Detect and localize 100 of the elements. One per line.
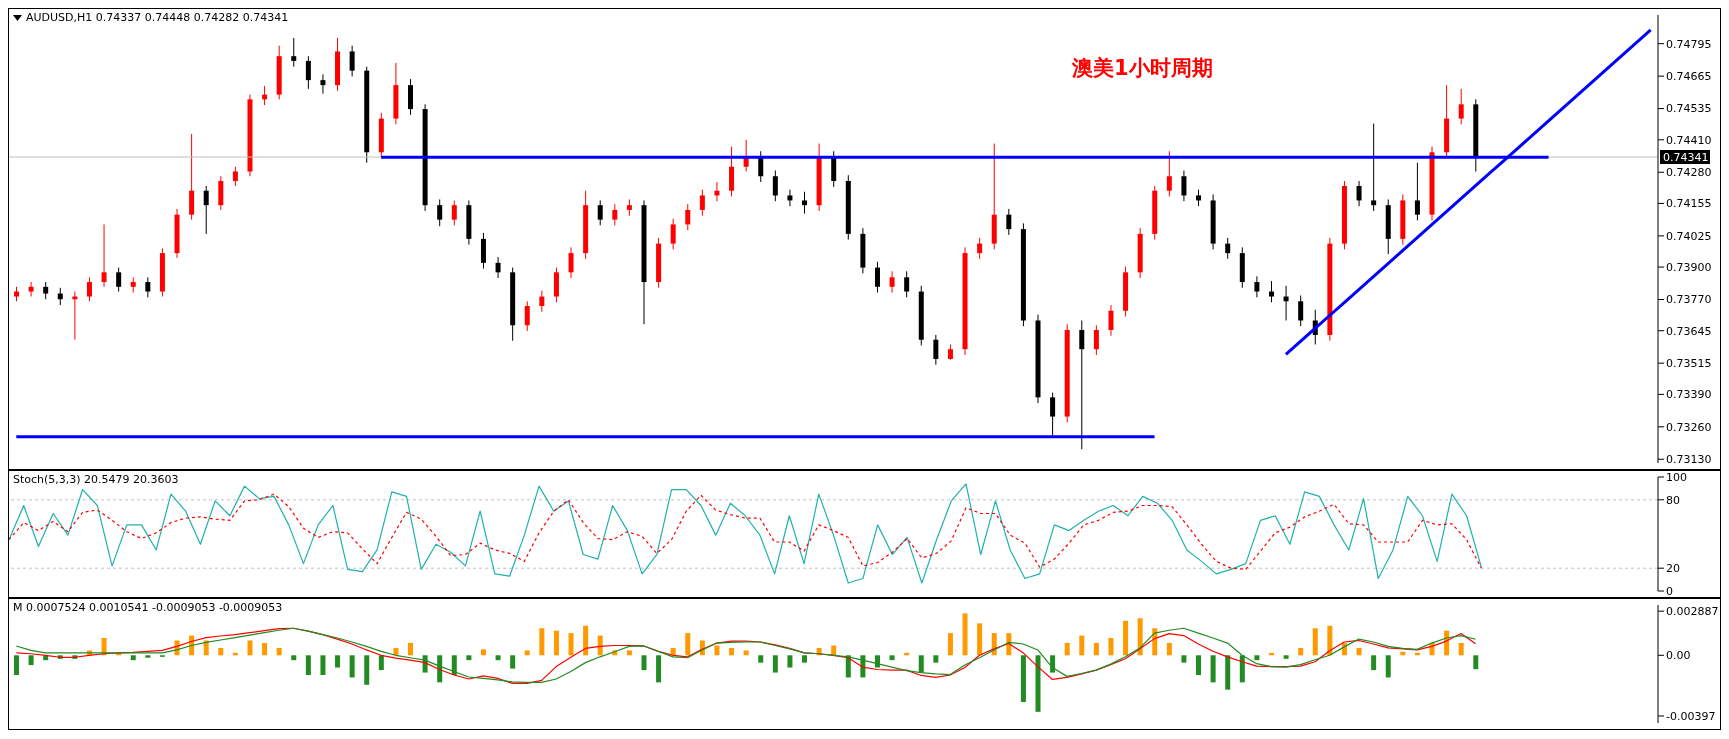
- bar: [1064, 642, 1070, 656]
- y-tick-label: 0.73645: [1666, 324, 1712, 338]
- candlestick: [1050, 392, 1056, 438]
- bar: [218, 647, 224, 656]
- candlestick: [1093, 324, 1099, 356]
- candlestick: [874, 261, 880, 294]
- bar: [831, 645, 837, 656]
- bar: [641, 655, 647, 671]
- y-tick-label: 80: [1666, 493, 1680, 507]
- bar: [758, 655, 764, 663]
- y-tick-label: 0.73130: [1666, 453, 1712, 467]
- bar: [1137, 618, 1143, 656]
- chart-title: M 0.0007524 0.0010541 -0.0009053 -0.0009053: [13, 601, 283, 614]
- candlestick: [86, 276, 92, 302]
- bar: [364, 655, 370, 685]
- y-tick-label: 100: [1666, 470, 1687, 484]
- candlestick: [189, 133, 195, 221]
- candlestick: [1298, 295, 1304, 327]
- bar: [539, 628, 545, 656]
- y-tick-label: 0.73390: [1666, 388, 1712, 402]
- bar: [1371, 655, 1377, 671]
- bar: [568, 633, 574, 656]
- candlestick: [320, 73, 326, 95]
- bar: [933, 655, 939, 663]
- bar: [480, 649, 486, 656]
- y-tick-label: 0: [1666, 584, 1673, 598]
- candlestick: [524, 300, 530, 332]
- candlestick: [1356, 180, 1362, 207]
- candlestick: [539, 290, 545, 313]
- candlestick: [451, 199, 457, 226]
- bar: [1298, 647, 1304, 656]
- candlestick: [772, 169, 778, 202]
- candlestick: [729, 146, 735, 197]
- bar: [729, 647, 735, 656]
- candlestick: [291, 37, 297, 68]
- candlestick: [305, 55, 311, 90]
- y-tick-label: 0.73260: [1666, 420, 1712, 434]
- bar: [626, 650, 632, 656]
- bar: [1210, 655, 1216, 683]
- bar: [1181, 655, 1187, 663]
- candlestick: [787, 189, 793, 207]
- bar: [262, 642, 268, 656]
- bar: [14, 655, 19, 676]
- y-tick-label: 0.73515: [1666, 357, 1712, 371]
- chart-title: AUDUSD,H1 0.74337 0.74448 0.74282 0.74341: [26, 11, 289, 24]
- bar: [408, 642, 414, 656]
- candlestick: [889, 270, 895, 294]
- candlestick: [802, 191, 808, 215]
- bar: [1050, 655, 1056, 673]
- bar: [495, 655, 501, 661]
- bar: [874, 655, 880, 668]
- annotation: 澳美1小时周期: [1072, 55, 1213, 82]
- candlestick: [685, 203, 691, 231]
- candlestick: [116, 267, 122, 293]
- candlestick: [145, 276, 151, 298]
- bar: [889, 655, 895, 661]
- bar: [947, 633, 953, 656]
- candlestick: [1268, 280, 1274, 303]
- bar: [130, 655, 136, 661]
- bar: [962, 613, 968, 656]
- y-tick-label: 0.00: [1666, 649, 1691, 663]
- bar: [349, 655, 355, 678]
- candlestick: [612, 203, 618, 226]
- candlestick: [699, 189, 705, 217]
- candlestick: [495, 256, 501, 279]
- candlestick: [1108, 304, 1114, 337]
- bar: [1356, 647, 1362, 656]
- y-tick-label: 0.74155: [1666, 197, 1712, 211]
- y-tick-label: 0.73770: [1666, 293, 1712, 307]
- bar: [1196, 655, 1202, 676]
- bar: [802, 655, 808, 663]
- y-tick-label: 0.74665: [1666, 70, 1712, 84]
- bar: [1458, 642, 1464, 656]
- bar: [28, 655, 34, 666]
- y-tick-label: -0.00397: [1666, 709, 1716, 723]
- bar: [320, 655, 326, 676]
- bar: [1020, 655, 1026, 703]
- candlestick: [28, 281, 34, 298]
- bar: [1473, 655, 1479, 670]
- line-series: [9, 483, 1482, 584]
- y-tick-label: 0.74795: [1666, 37, 1712, 51]
- candlestick: [437, 198, 443, 227]
- bar: [583, 625, 589, 656]
- bar: [1225, 655, 1231, 690]
- bar: [772, 655, 778, 673]
- candlestick: [101, 223, 107, 288]
- bar: [1108, 638, 1114, 656]
- y-tick-label: 0.74025: [1666, 229, 1712, 243]
- y-tick-label: 0.74280: [1666, 166, 1712, 180]
- bar: [1312, 628, 1318, 656]
- bar: [1093, 642, 1099, 656]
- bar: [977, 623, 983, 656]
- candlestick: [349, 45, 355, 77]
- bar: [743, 650, 749, 656]
- bar: [787, 655, 793, 668]
- bar: [1327, 625, 1333, 656]
- candlestick: [904, 270, 910, 298]
- candlestick: [1181, 169, 1187, 202]
- candlestick: [933, 334, 939, 366]
- bar: [553, 630, 559, 656]
